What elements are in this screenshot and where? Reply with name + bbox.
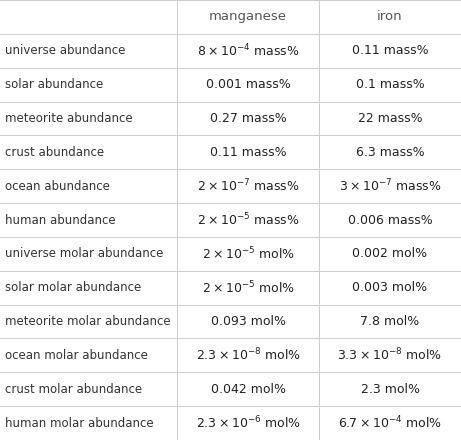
Text: human abundance: human abundance [5, 213, 115, 227]
Text: universe abundance: universe abundance [5, 44, 125, 57]
Text: 0.11 mass%: 0.11 mass% [210, 146, 287, 159]
Text: $2\times10^{-5}$ mol%: $2\times10^{-5}$ mol% [202, 246, 295, 262]
Text: 0.003 mol%: 0.003 mol% [353, 281, 427, 294]
Text: $2\times10^{-5}$ mol%: $2\times10^{-5}$ mol% [202, 279, 295, 296]
Text: crust molar abundance: crust molar abundance [5, 383, 142, 396]
Text: $3.3\times10^{-8}$ mol%: $3.3\times10^{-8}$ mol% [337, 347, 443, 364]
Text: $2\times10^{-7}$ mass%: $2\times10^{-7}$ mass% [197, 178, 300, 194]
Text: 2.3 mol%: 2.3 mol% [361, 383, 420, 396]
Text: manganese: manganese [209, 11, 287, 23]
Text: solar molar abundance: solar molar abundance [5, 281, 141, 294]
Text: 0.006 mass%: 0.006 mass% [348, 213, 432, 227]
Text: 6.3 mass%: 6.3 mass% [356, 146, 424, 159]
Text: meteorite abundance: meteorite abundance [5, 112, 132, 125]
Text: $2.3\times10^{-6}$ mol%: $2.3\times10^{-6}$ mol% [196, 415, 301, 431]
Text: meteorite molar abundance: meteorite molar abundance [5, 315, 170, 328]
Text: ocean abundance: ocean abundance [5, 180, 109, 193]
Text: 0.093 mol%: 0.093 mol% [211, 315, 286, 328]
Text: 0.001 mass%: 0.001 mass% [206, 78, 290, 91]
Text: 22 mass%: 22 mass% [358, 112, 422, 125]
Text: crust abundance: crust abundance [5, 146, 104, 159]
Text: 0.042 mol%: 0.042 mol% [211, 383, 286, 396]
Text: 0.11 mass%: 0.11 mass% [352, 44, 428, 57]
Text: $8\times10^{-4}$ mass%: $8\times10^{-4}$ mass% [197, 43, 300, 59]
Text: ocean molar abundance: ocean molar abundance [5, 349, 148, 362]
Text: 0.002 mol%: 0.002 mol% [353, 247, 427, 260]
Text: $2\times10^{-5}$ mass%: $2\times10^{-5}$ mass% [197, 212, 300, 228]
Text: human molar abundance: human molar abundance [5, 417, 153, 429]
Text: 0.1 mass%: 0.1 mass% [355, 78, 425, 91]
Text: $6.7\times10^{-4}$ mol%: $6.7\times10^{-4}$ mol% [338, 415, 442, 431]
Text: $2.3\times10^{-8}$ mol%: $2.3\times10^{-8}$ mol% [196, 347, 301, 364]
Text: iron: iron [377, 11, 403, 23]
Text: 0.27 mass%: 0.27 mass% [210, 112, 287, 125]
Text: 7.8 mol%: 7.8 mol% [361, 315, 420, 328]
Text: universe molar abundance: universe molar abundance [5, 247, 163, 260]
Text: $3\times10^{-7}$ mass%: $3\times10^{-7}$ mass% [339, 178, 441, 194]
Text: solar abundance: solar abundance [5, 78, 103, 91]
